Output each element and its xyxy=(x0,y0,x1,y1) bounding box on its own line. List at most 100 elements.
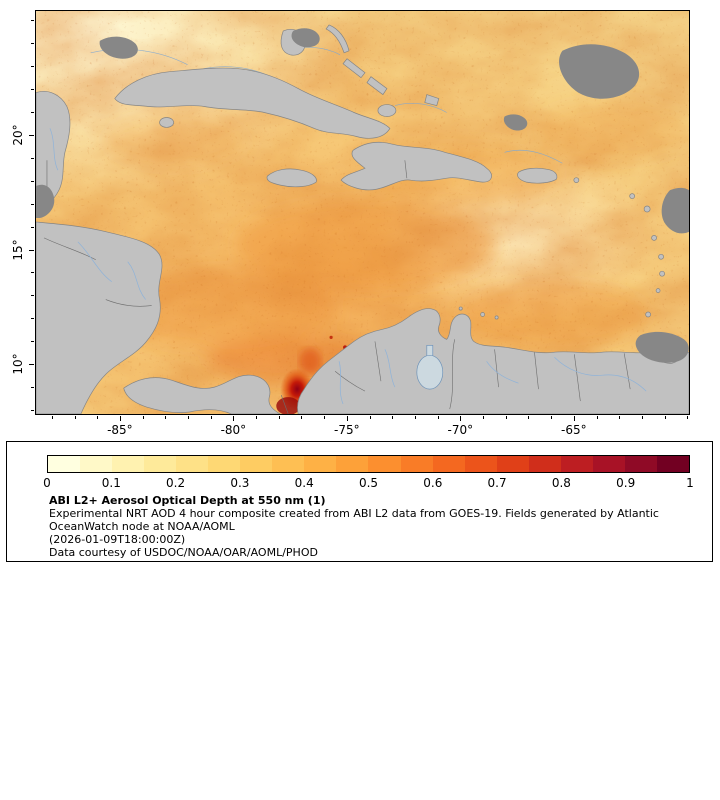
lesser-antilles-island xyxy=(651,235,657,241)
colorbar-segment-13 xyxy=(464,456,497,472)
y-minor-tick xyxy=(31,111,34,113)
x-minor-tick xyxy=(142,416,144,419)
colorbar-segment-0 xyxy=(48,456,81,472)
legend-timestamp: (2026-01-09T18:00:00Z) xyxy=(49,533,186,546)
x-major-tick xyxy=(460,416,462,421)
colorbar-segment-2 xyxy=(112,456,145,472)
colorbar-tick-label: 0.6 xyxy=(423,476,443,490)
colorbar-tick-label: 0.4 xyxy=(294,476,314,490)
y-minor-tick xyxy=(31,318,34,320)
lesser-antilles-island xyxy=(629,193,636,199)
y-minor-tick xyxy=(31,226,34,228)
isle-of-youth-landmass xyxy=(159,117,174,128)
x-minor-tick xyxy=(51,416,53,419)
legend-credit: Data courtesy of USDOC/NOAA/OAR/AOML/PHO… xyxy=(49,546,318,559)
x-minor-tick xyxy=(641,416,643,419)
colorbar-tick-label: 1 xyxy=(686,476,694,490)
colorbar-segment-7 xyxy=(272,456,305,472)
legend-description-line2: OceanWatch node at NOAA/AOML xyxy=(49,520,235,533)
jamaica-landmass xyxy=(266,168,317,188)
lesser-antilles-island xyxy=(643,205,651,213)
x-minor-tick xyxy=(437,416,439,419)
colorbar-segment-16 xyxy=(560,456,593,472)
turks-caicos-landmass xyxy=(424,94,440,106)
x-tick-label: -65° xyxy=(560,423,587,437)
x-minor-tick xyxy=(505,416,507,419)
x-minor-tick xyxy=(97,416,99,419)
colorbar-tick-label: 0.5 xyxy=(358,476,379,490)
legend-description-line1: Experimental NRT AOD 4 hour composite cr… xyxy=(49,507,659,520)
colorbar-segment-6 xyxy=(240,456,273,472)
lesser-antilles-island xyxy=(655,288,661,293)
legend-text-block: ABI L2+ Aerosol Optical Depth at 550 nm … xyxy=(49,494,659,559)
x-minor-tick xyxy=(369,416,371,419)
abc-island xyxy=(480,312,485,317)
panama-landmass xyxy=(123,374,281,414)
lesser-antilles-island xyxy=(658,253,664,260)
bahamas-island xyxy=(377,104,397,117)
no-data-patches xyxy=(36,28,689,363)
colorbar-segment-11 xyxy=(400,456,433,472)
colorbar-segment-10 xyxy=(368,456,401,472)
x-tick-label: -70° xyxy=(447,423,474,437)
colorbar-segment-19 xyxy=(656,456,689,472)
x-tick-label: -85° xyxy=(107,423,133,437)
y-tick-label: 10° xyxy=(11,353,25,375)
y-tick-label: 20° xyxy=(11,124,25,146)
y-major-tick xyxy=(29,134,34,136)
x-minor-tick xyxy=(188,416,189,419)
y-minor-tick xyxy=(31,88,34,90)
x-minor-tick xyxy=(74,416,76,419)
y-minor-tick xyxy=(31,157,34,159)
lesser-antilles-island xyxy=(659,270,665,277)
colorbar xyxy=(47,455,690,473)
colorbar-segment-4 xyxy=(176,456,209,472)
y-minor-tick xyxy=(31,203,34,205)
x-major-tick xyxy=(573,416,575,421)
x-tick-label: -80° xyxy=(220,423,247,437)
lesser-antilles-island xyxy=(645,311,651,318)
abc-island xyxy=(458,306,463,311)
y-minor-tick xyxy=(31,341,34,343)
country-borders xyxy=(43,160,631,414)
colorbar-segment-8 xyxy=(304,456,337,472)
colorbar-segment-15 xyxy=(528,456,561,472)
bahamas-island xyxy=(366,76,388,96)
x-minor-tick xyxy=(528,416,530,419)
puerto-rico-landmass xyxy=(517,167,558,184)
abc-island xyxy=(494,315,499,320)
colorbar-segment-1 xyxy=(80,456,113,472)
x-tick-label: -75° xyxy=(333,423,360,437)
x-minor-tick xyxy=(596,416,598,419)
x-minor-tick xyxy=(210,416,212,419)
bahamas-island xyxy=(325,24,350,54)
x-minor-tick xyxy=(687,416,689,419)
x-minor-tick xyxy=(324,416,326,419)
y-minor-tick xyxy=(31,410,34,412)
x-major-tick xyxy=(233,416,235,421)
x-minor-tick xyxy=(301,416,303,419)
cuba-landmass xyxy=(114,67,391,139)
colorbar-tick-label: 0.3 xyxy=(230,476,250,490)
y-minor-tick xyxy=(31,19,34,21)
colorbar-segment-17 xyxy=(592,456,625,472)
colorbar-segment-14 xyxy=(496,456,529,472)
y-minor-tick xyxy=(31,42,34,44)
colorbar-segment-12 xyxy=(432,456,465,472)
x-minor-tick xyxy=(664,416,666,419)
y-major-tick xyxy=(29,249,34,251)
colorbar-tick-label: 0.2 xyxy=(166,476,186,490)
rivers xyxy=(49,128,647,405)
colorbar-tick-label: 0.7 xyxy=(487,476,507,490)
x-major-tick xyxy=(346,416,348,421)
lesser-antilles-island xyxy=(573,177,580,183)
y-minor-tick xyxy=(31,272,34,274)
colorbar-segment-3 xyxy=(144,456,177,472)
bahamas-island xyxy=(342,58,366,79)
legend-title: ABI L2+ Aerosol Optical Depth at 550 nm … xyxy=(49,494,326,507)
central-america-landmass xyxy=(36,221,163,414)
legend-box: 0 0.1 0.2 0.3 0.4 0.5 0.6 0.7 0.8 0.9 1 ABI L2+ Ae… xyxy=(6,441,713,562)
south-america-landmass xyxy=(297,308,689,414)
x-minor-tick xyxy=(551,416,553,419)
